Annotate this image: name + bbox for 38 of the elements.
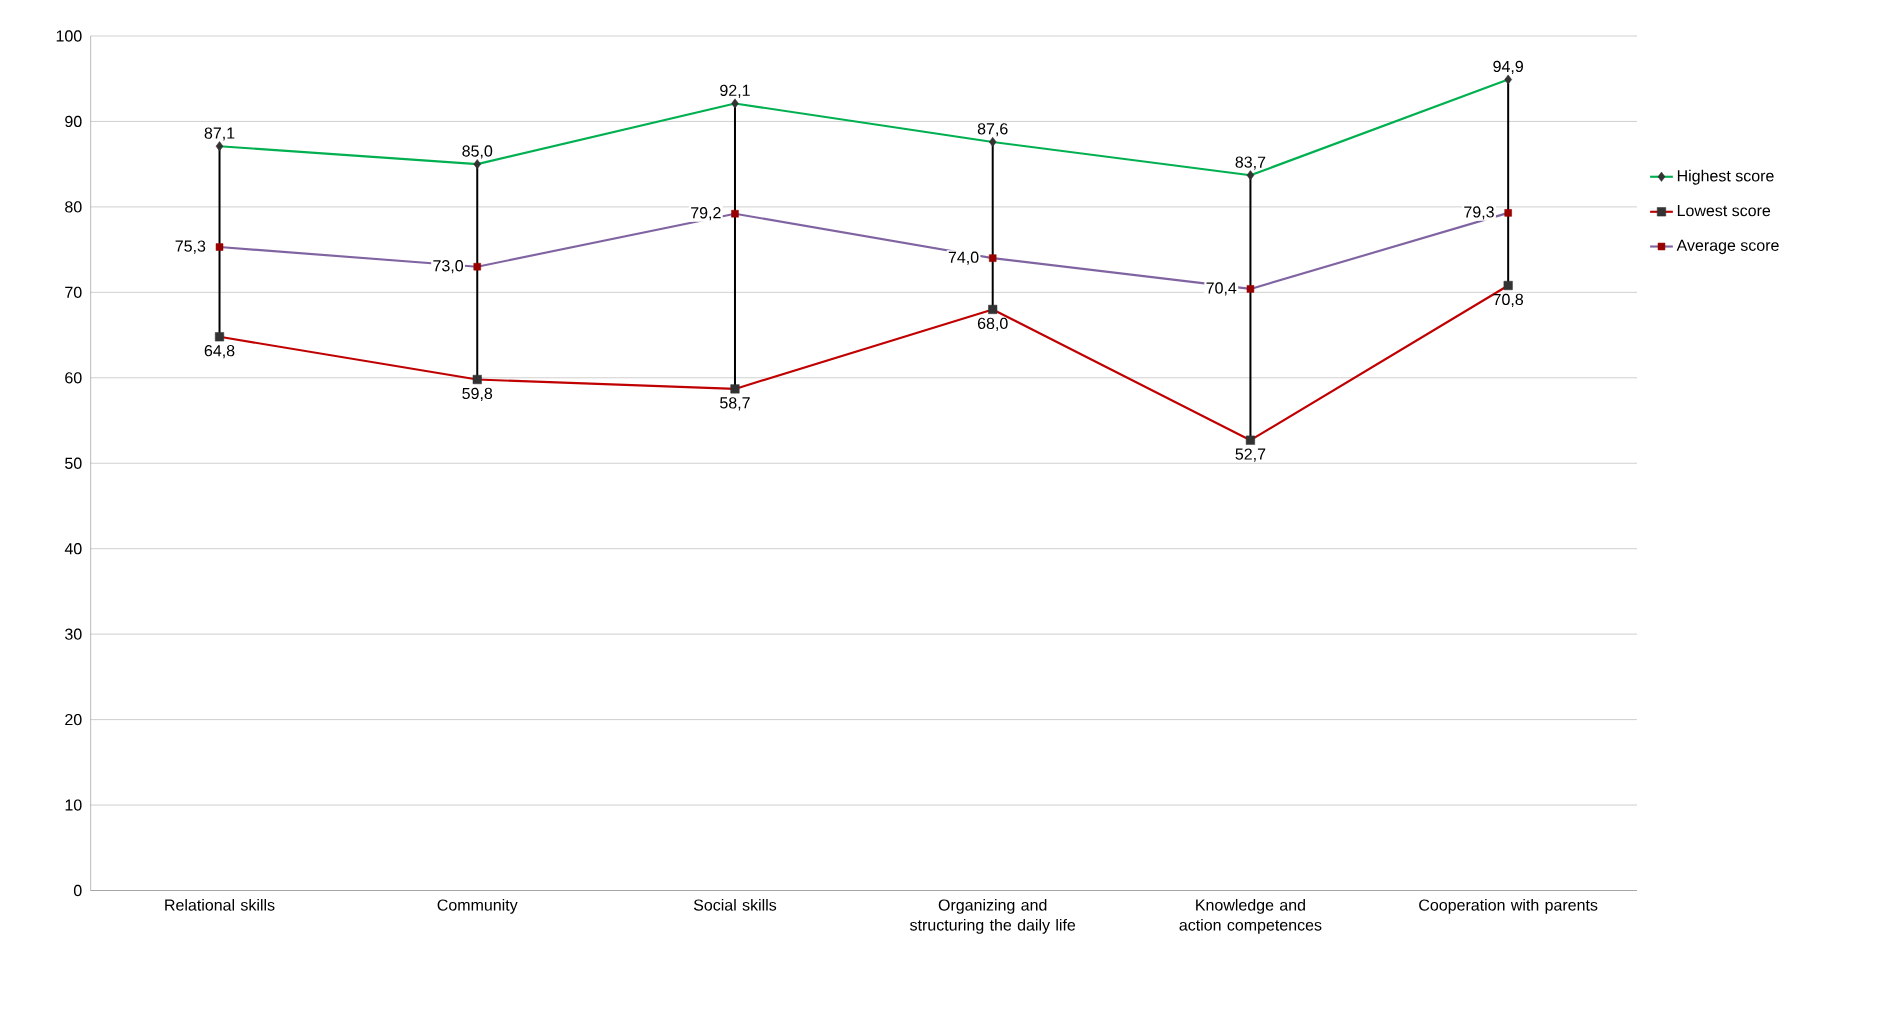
legend-label: Average score (1676, 239, 1779, 255)
y-tick-label: 50 (65, 457, 82, 469)
y-tick-label: 0 (73, 884, 82, 897)
data-label: 79,2 (691, 207, 721, 221)
x-tick-label: Community (437, 898, 518, 914)
data-label: 70,8 (1493, 293, 1524, 307)
x-tick-label: Relational skills (165, 898, 275, 911)
y-tick-label: 70 (65, 286, 82, 298)
data-label: 74,0 (948, 251, 979, 265)
data-label: 73,0 (433, 260, 464, 274)
data-label: 59,8 (462, 387, 493, 401)
data-label: 92,1 (720, 84, 750, 98)
data-label: 52,7 (1235, 448, 1266, 462)
data-label: 94,9 (1493, 60, 1523, 74)
y-tick-label: 10 (65, 799, 82, 811)
data-label: 70,4 (1206, 282, 1237, 296)
y-tick-label: 100 (56, 30, 82, 42)
data-label: 85,0 (462, 145, 493, 159)
y-tick-label: 40 (64, 542, 82, 555)
y-tick-label: 30 (65, 628, 82, 640)
data-label: 87,6 (977, 123, 1008, 137)
y-tick-label: 80 (65, 201, 82, 213)
data-label: 68,0 (977, 317, 1008, 331)
y-tick-label: 20 (65, 713, 82, 726)
data-label: 83,7 (1235, 156, 1266, 170)
y-tick-label: 60 (65, 372, 82, 384)
x-tick-label: Organizing and structuring the daily life (910, 898, 1076, 934)
data-label: 79,3 (1464, 206, 1494, 220)
y-tick-label: 90 (65, 115, 82, 128)
data-label: 64,8 (204, 344, 235, 359)
x-tick-label: Social skills (693, 898, 777, 911)
data-label: 75,3 (175, 240, 206, 254)
x-tick-label: Knowledge and action competences (1179, 898, 1322, 934)
data-label: 58,7 (720, 397, 750, 411)
legend-label: Highest score (1677, 169, 1774, 185)
legend-label: Lowest score (1677, 205, 1771, 217)
data-label: 87,1 (204, 127, 235, 141)
x-tick-label: Cooperation with parents (1419, 898, 1598, 914)
